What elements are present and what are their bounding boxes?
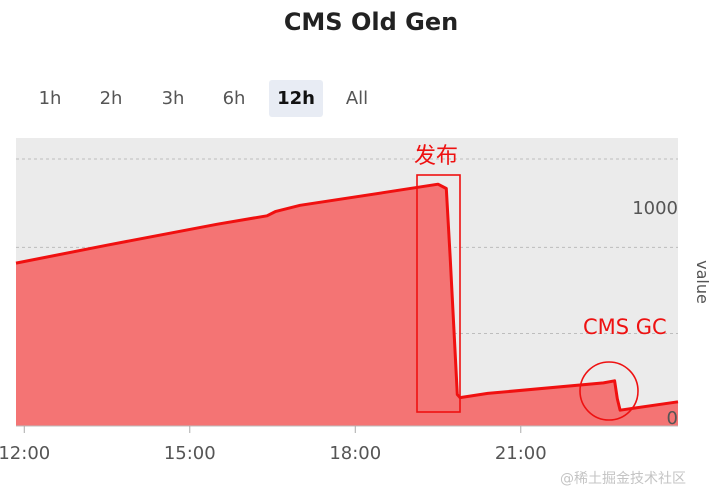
range-button-1h[interactable]: 1h <box>38 88 62 109</box>
axis-ticks: 12:00 15:00 18:00 21:00 0 1000 <box>0 198 678 464</box>
x-tick-label: 15:00 <box>164 443 216 464</box>
release-annotation-label: 发布 <box>414 144 458 169</box>
range-button-3h[interactable]: 3h <box>161 88 185 109</box>
release-highlight-box <box>416 174 461 413</box>
range-button-12h[interactable]: 12h <box>269 80 323 117</box>
range-button-6h[interactable]: 6h <box>222 88 246 109</box>
y-tick-label: 0 <box>667 408 678 429</box>
range-button-all[interactable]: All <box>345 88 369 109</box>
range-button-2h[interactable]: 2h <box>99 88 123 109</box>
watermark: @稀土掘金技术社区 <box>560 471 686 487</box>
cms-gc-highlight-circle <box>579 361 639 421</box>
cms-gc-annotation-label: CMS GC <box>583 315 667 339</box>
series-line <box>15 182 679 412</box>
x-tick-label: 12:00 <box>0 443 50 464</box>
y-tick-label: 1000 <box>632 198 678 219</box>
y-axis-label: value <box>693 260 712 304</box>
x-tick-label: 18:00 <box>329 443 381 464</box>
x-tick-label: 21:00 <box>495 443 547 464</box>
chart-title: CMS Old Gen <box>283 8 459 36</box>
annotations: 发布 CMS GC <box>414 144 667 421</box>
series-area <box>16 184 678 426</box>
